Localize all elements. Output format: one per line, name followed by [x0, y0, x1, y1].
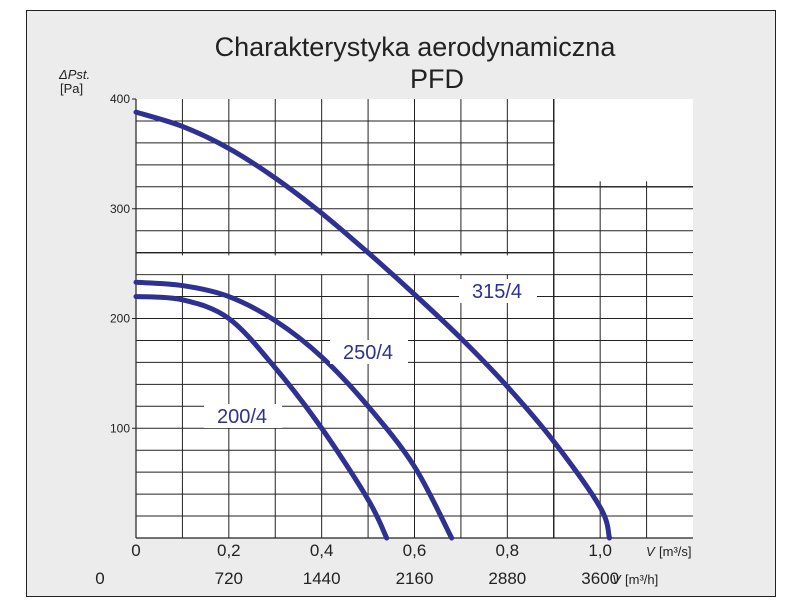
chart-svg: Charakterystyka aerodynamiczna PFD ΔPst.… — [58, 32, 693, 588]
y-tick-label: 400 — [110, 92, 130, 106]
grid-blank-upper-right — [554, 99, 693, 182]
chart-frame: Charakterystyka aerodynamiczna PFD ΔPst.… — [26, 10, 776, 597]
y-tick-label: 300 — [110, 202, 130, 216]
y-axis-label: ΔPst. — [58, 67, 90, 82]
x-tick-label: 0 — [131, 541, 140, 560]
series-label: 315/4 — [472, 281, 522, 303]
x2-tick-label: 3600 — [581, 569, 619, 588]
x-tick-label: 0,8 — [496, 541, 520, 560]
series-line-200-4 — [133, 294, 390, 541]
x2-axis-label: V — [612, 572, 622, 587]
x-tick-label: 0,2 — [217, 541, 241, 560]
axis-labels: 100 200 300 400 0 0,2 0,4 0,6 0,8 1,0 0 720 1440 2160… — [95, 92, 691, 588]
y-axis-unit: [Pa] — [60, 81, 83, 96]
grid-blank-left — [136, 255, 554, 275]
plot-area: 315/4 250/4 200/4 — [133, 99, 693, 541]
x-tick-label: 0,4 — [310, 541, 334, 560]
series-line-315-4 — [133, 109, 612, 541]
x2-tick-label: 2880 — [488, 569, 526, 588]
chart-title: Charakterystyka aerodynamiczna — [215, 32, 617, 62]
y-tick-label: 200 — [110, 312, 130, 326]
x2-axis-unit: [m³/h] — [625, 572, 658, 587]
x-axis-label: V — [646, 544, 656, 559]
series-label-background — [204, 404, 282, 428]
x-axis-unit: [m³/s] — [659, 544, 692, 559]
series-label-background — [330, 340, 408, 364]
series-label: 200/4 — [217, 406, 267, 428]
x-tick-label: 1,0 — [588, 541, 612, 560]
x2-tick-label: 0 — [95, 569, 104, 588]
x2-tick-label: 720 — [215, 569, 243, 588]
series-label-background — [459, 279, 537, 303]
series-label: 250/4 — [343, 342, 393, 364]
series-line-250-4 — [133, 279, 455, 541]
chart-subtitle: PFD — [410, 64, 464, 94]
x2-tick-label: 2160 — [396, 569, 434, 588]
x2-tick-label: 1440 — [303, 569, 341, 588]
y-tick-label: 100 — [110, 421, 130, 435]
x-tick-label: 0,6 — [403, 541, 427, 560]
